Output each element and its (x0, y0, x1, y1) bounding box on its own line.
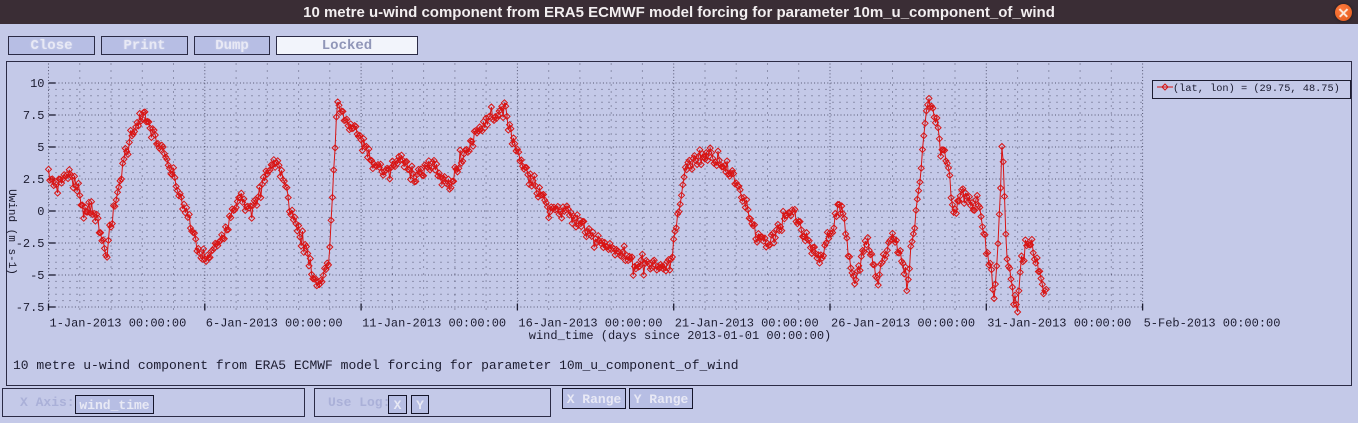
svg-text:21-Jan-2013 00:00:00: 21-Jan-2013 00:00:00 (675, 317, 819, 330)
svg-text:2.5: 2.5 (23, 173, 45, 187)
svg-text:16-Jan-2013 00:00:00: 16-Jan-2013 00:00:00 (518, 317, 662, 330)
svg-text:5: 5 (37, 141, 44, 155)
svg-text:7.5: 7.5 (23, 109, 45, 123)
svg-text:26-Jan-2013 00:00:00: 26-Jan-2013 00:00:00 (831, 317, 975, 330)
svg-text:6-Jan-2013 00:00:00: 6-Jan-2013 00:00:00 (206, 317, 343, 330)
svg-text:10: 10 (30, 77, 44, 91)
svg-text:-5: -5 (30, 269, 44, 283)
svg-text:31-Jan-2013 00:00:00: 31-Jan-2013 00:00:00 (987, 317, 1131, 330)
svg-text:1-Jan-2013 00:00:00: 1-Jan-2013 00:00:00 (50, 317, 187, 330)
svg-text:0: 0 (37, 205, 44, 219)
svg-text:11-Jan-2013 00:00:00: 11-Jan-2013 00:00:00 (362, 317, 506, 330)
svg-text:-7.5: -7.5 (16, 301, 45, 315)
svg-text:5-Feb-2013 00:00:00: 5-Feb-2013 00:00:00 (1144, 317, 1281, 330)
svg-text:-2.5: -2.5 (16, 237, 45, 251)
